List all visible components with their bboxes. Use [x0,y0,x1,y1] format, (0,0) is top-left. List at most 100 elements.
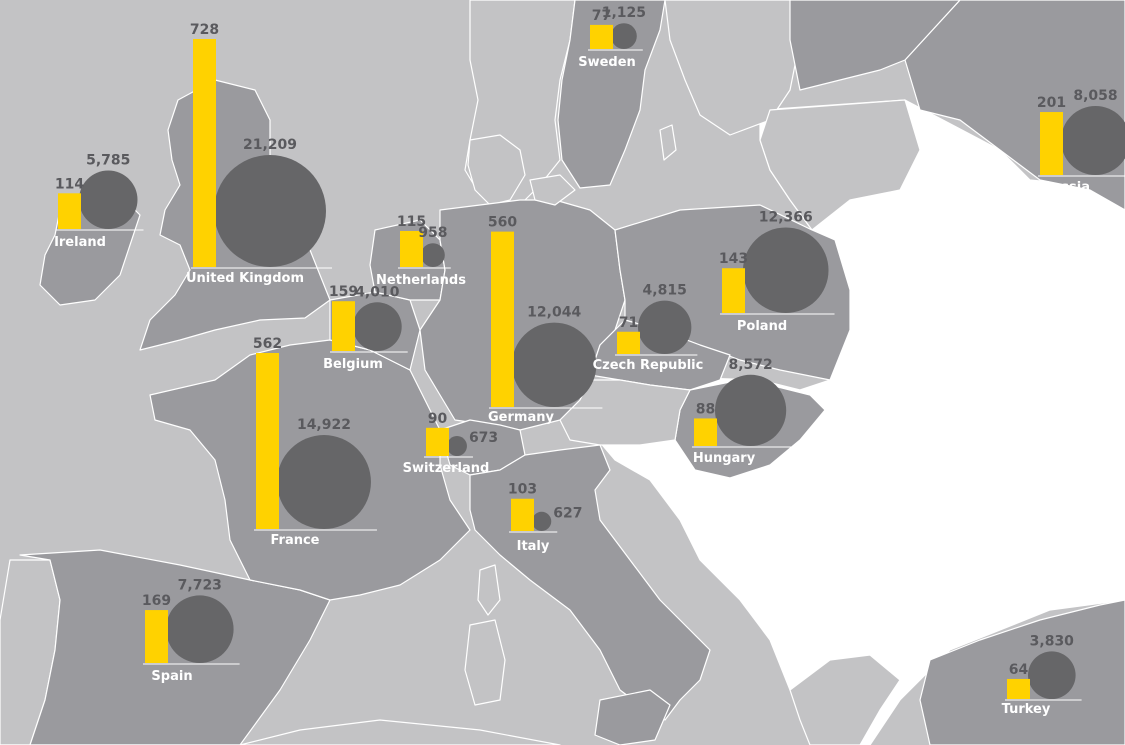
land-sicily [594,689,671,745]
bar-value-hungary: 88 [696,401,715,417]
bar-value-czech-republic: 71 [619,315,638,331]
marker-poland: 143 12,366 Poland [719,209,835,334]
land-sweden [557,0,666,189]
bar-hungary [694,418,717,446]
bubble-value-italy: 627 [553,505,582,521]
bubble-value-ireland: 5,785 [86,153,130,169]
marker-france: 562 14,922 France [253,336,377,548]
country-label-turkey: Turkey [1002,702,1051,717]
bar-value-belgium: 159 [329,284,358,300]
bar-czech-republic [617,331,640,354]
bar-value-united-kingdom: 728 [190,22,219,38]
bar-value-netherlands: 115 [397,214,426,230]
bar-value-turkey: 64 [1009,662,1029,678]
bar-spain [145,610,168,663]
bar-germany [491,231,514,407]
bubble-belgium [353,302,402,351]
land-gotland [659,124,677,161]
land-corsica [477,564,501,616]
land-denmark [467,134,526,206]
country-label-sweden: Sweden [578,55,636,70]
bar-ireland [58,193,81,229]
bubble-value-czech-republic: 4,815 [643,283,687,299]
country-label-ireland: Ireland [54,235,106,250]
bubble-russia [1061,105,1125,175]
marker-united-kingdom: 728 21,209 United Kingdom [186,22,332,286]
country-label-hungary: Hungary [693,451,756,466]
country-label-spain: Spain [151,669,192,684]
bubble-value-turkey: 3,830 [1030,633,1075,649]
land-turkey [919,599,1125,745]
country-label-poland: Poland [737,319,787,334]
bar-value-france: 562 [253,336,282,352]
land-baltics [759,99,921,231]
country-label-italy: Italy [517,539,550,554]
bubble-sweden [611,23,637,49]
marker-spain: 169 7,723 Spain [142,577,240,684]
bubble-germany [512,322,597,408]
land-danish-islands [529,174,576,206]
bubble-turkey [1028,651,1076,699]
country-label-netherlands: Netherlands [376,273,466,288]
bar-value-poland: 143 [719,251,748,267]
country-label-czech-republic: Czech Republic [593,358,704,373]
bar-belgium [332,301,355,351]
bar-value-italy: 103 [508,482,537,498]
country-label-belgium: Belgium [323,357,383,372]
country-label-russia: Russia [1042,180,1090,195]
bubble-value-poland: 12,366 [759,209,813,225]
land-sardinia [464,619,506,706]
bar-switzerland [426,427,449,456]
bar-value-sweden: 77 [592,8,611,24]
bubble-switzerland [447,436,467,456]
bubble-poland [743,227,829,313]
marker-czech-republic: 71 4,815 Czech Republic [593,283,704,373]
marker-turkey: 643,830 Turkey [1002,633,1082,717]
land-russia-northwest [789,0,961,91]
bar-value-russia: 201 [1037,95,1066,111]
country-label-switzerland: Switzerland [403,461,490,476]
bubble-value-sweden: 1,125 [602,5,646,21]
bubble-value-hungary: 8,572 [728,357,772,373]
marker-hungary: 88 8,572 Hungary [692,357,793,466]
marker-sweden: 771,125 Sweden [578,5,646,70]
bubble-value-belgium: 4,010 [355,284,400,300]
bubble-france [277,435,371,529]
bar-united-kingdom [193,39,216,267]
marker-russia: 201 8,058 Russia [1037,88,1125,195]
bubble-netherlands [421,243,445,267]
bar-value-switzerland: 90 [428,411,448,427]
bar-value-germany: 560 [488,215,517,231]
bubble-italy [532,511,552,531]
bubble-value-switzerland: 673 [469,430,498,446]
bar-russia [1040,112,1063,175]
bubble-czech-republic [638,300,692,354]
bar-turkey [1007,678,1030,699]
country-label-united-kingdom: United Kingdom [186,271,304,286]
bubble-spain [166,595,234,663]
bar-value-ireland: 114 [55,176,84,192]
bar-france [256,352,279,529]
bar-value-spain: 169 [142,593,171,609]
marker-germany: 560 12,044 Germany [488,215,603,425]
bubble-value-united-kingdom: 21,209 [243,137,297,153]
bubble-united-kingdom [214,155,326,267]
bubble-value-germany: 12,044 [527,305,581,321]
marker-italy: 103 627 Italy [508,482,583,554]
land-greece [789,654,901,745]
bubble-ireland [79,170,138,229]
land-north-africa [0,719,561,745]
land-balkan-borders [699,479,1051,661]
land-ukraine-borders [699,189,1125,641]
bubble-hungary [715,374,787,446]
marker-switzerland: 90 673 Switzerland [403,411,499,476]
bar-netherlands [400,230,423,267]
bubble-value-spain: 7,723 [178,577,222,593]
country-label-germany: Germany [488,410,554,425]
bar-poland [722,268,745,313]
bar-italy [511,498,534,531]
